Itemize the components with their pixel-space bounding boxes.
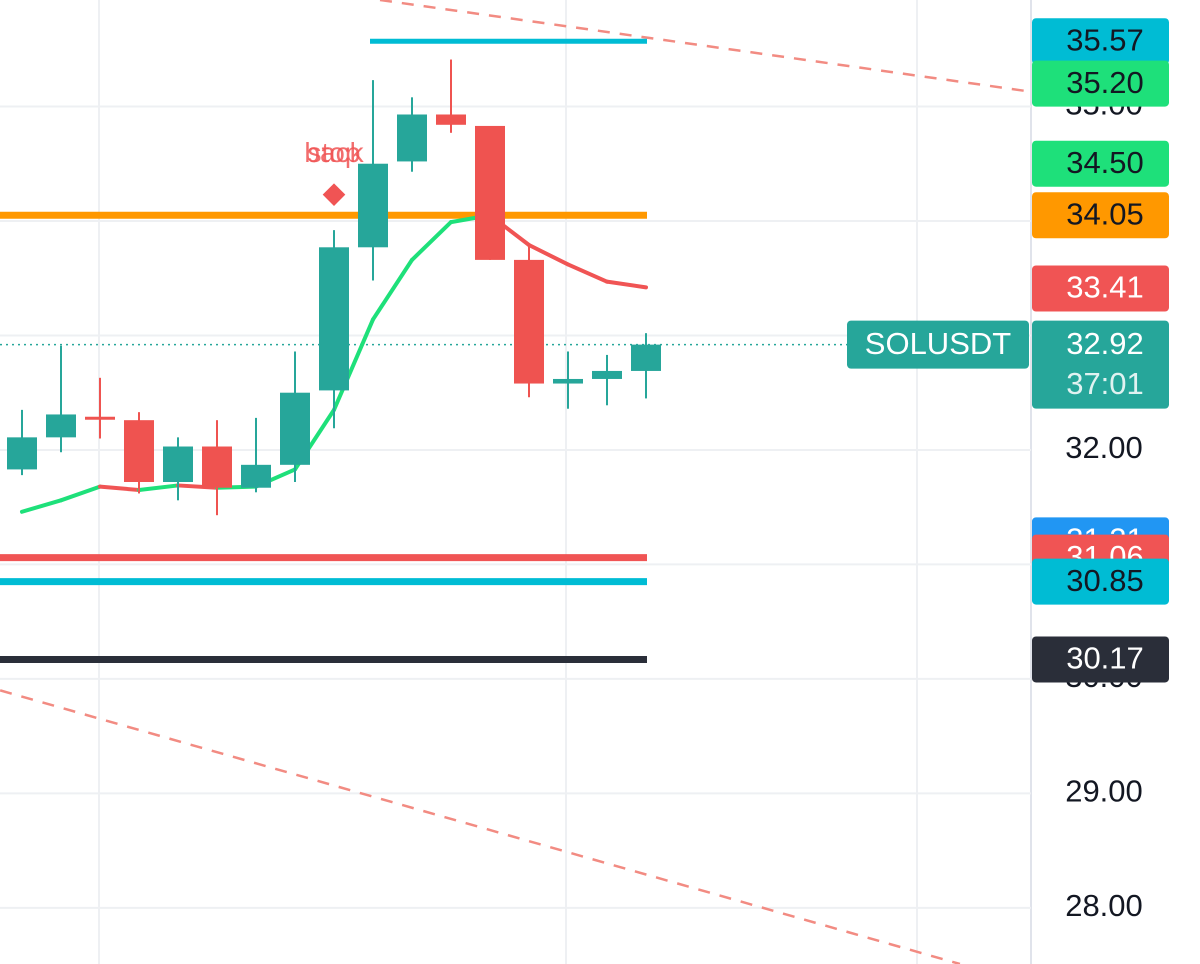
moving-average (371, 257, 414, 322)
moving-average (98, 484, 141, 493)
candle-body (592, 370, 622, 379)
price-badge (1032, 265, 1169, 312)
candle-body (475, 125, 505, 260)
candle-body (631, 344, 661, 371)
price-badge (1032, 140, 1169, 187)
signal-label: stop (308, 137, 361, 168)
signal-label: back (304, 137, 364, 168)
price-badge-label: 33.41 (1066, 270, 1144, 305)
moving-average (332, 317, 375, 412)
price-badge-label: 35.57 (1066, 22, 1144, 57)
y-tick-label: 29.00 (1065, 774, 1143, 809)
moving-average (20, 498, 63, 514)
moving-average (410, 220, 453, 262)
candle-body (46, 414, 76, 438)
signal-marker (322, 183, 346, 206)
moving-average (59, 484, 102, 503)
candle-body (85, 416, 115, 420)
price-badge-label: 34.05 (1066, 196, 1144, 231)
trendline (0, 689, 961, 964)
price-badge-label: 34.50 (1066, 145, 1144, 180)
moving-average (605, 279, 648, 290)
candle-body (163, 446, 193, 482)
y-tick-label: 28.00 (1065, 888, 1143, 923)
countdown-label: 37:01 (1066, 366, 1144, 401)
candle-body (241, 464, 271, 488)
candle-body (553, 378, 583, 384)
price-badge-label: 30.17 (1066, 641, 1144, 676)
moving-average (137, 483, 180, 493)
moving-average (527, 243, 570, 267)
candle-body (436, 114, 466, 125)
candle-body (202, 446, 232, 488)
price-badge (1032, 558, 1169, 605)
candle-body (7, 437, 37, 470)
candle-body (280, 392, 310, 465)
candle-body (319, 247, 349, 391)
symbol-badge (847, 320, 1029, 369)
price-badge-label: 30.85 (1066, 563, 1144, 598)
candle-body (514, 259, 544, 384)
y-tick-label: 32.00 (1065, 430, 1143, 465)
candle-body (397, 114, 427, 162)
last-price-label: 32.92 (1066, 326, 1144, 361)
price-badge (1032, 60, 1169, 107)
last-price-badge (1032, 320, 1169, 409)
candle-body (358, 163, 388, 248)
price-badge (1032, 636, 1169, 683)
price-badge-label: 35.20 (1066, 65, 1144, 100)
symbol-label: SOLUSDT (865, 326, 1011, 361)
candle-body (124, 420, 154, 482)
price-badge (1032, 192, 1169, 239)
price-badge (1032, 18, 1169, 65)
moving-average (566, 262, 609, 284)
trendline (379, 0, 1031, 93)
